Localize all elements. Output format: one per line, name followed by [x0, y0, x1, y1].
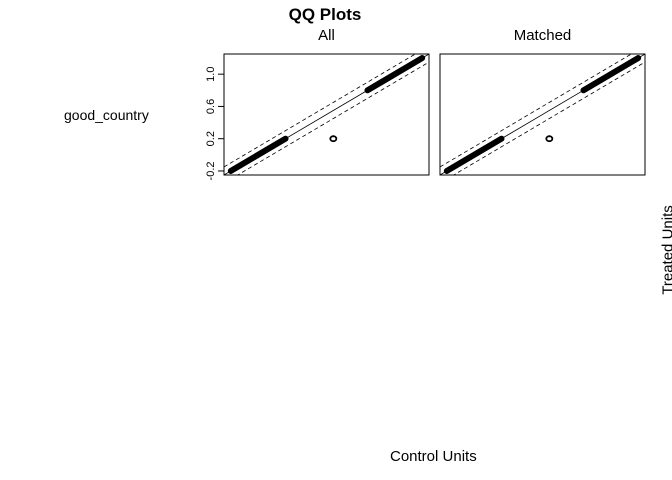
upper-band-line: [440, 54, 633, 168]
panel-title-all: All: [318, 27, 335, 44]
panel-frame-1: [439, 53, 646, 176]
y-tick-label: 1.0: [205, 67, 217, 82]
y-tick-label: 0.2: [205, 131, 217, 146]
panel-title-matched: Matched: [513, 27, 572, 44]
qq-point-run-1: [364, 55, 426, 94]
lower-band-line: [236, 61, 429, 175]
qq-point-run-0: [227, 135, 289, 174]
qq-point-run-0: [443, 135, 505, 174]
x-axis-title: Control Units: [390, 448, 477, 465]
chart-title: QQ Plots: [288, 5, 362, 24]
upper-band-line: [224, 54, 417, 168]
panel-frame-0: [223, 53, 430, 176]
qq-point: [545, 135, 554, 143]
qq-point: [329, 135, 338, 143]
covariate-label: good_country: [64, 107, 149, 123]
y-tick-label: -0.2: [205, 161, 217, 180]
y-tick-label: 0.6: [205, 99, 217, 114]
qq-point-run-1: [580, 55, 642, 94]
lower-band-line: [452, 61, 645, 175]
